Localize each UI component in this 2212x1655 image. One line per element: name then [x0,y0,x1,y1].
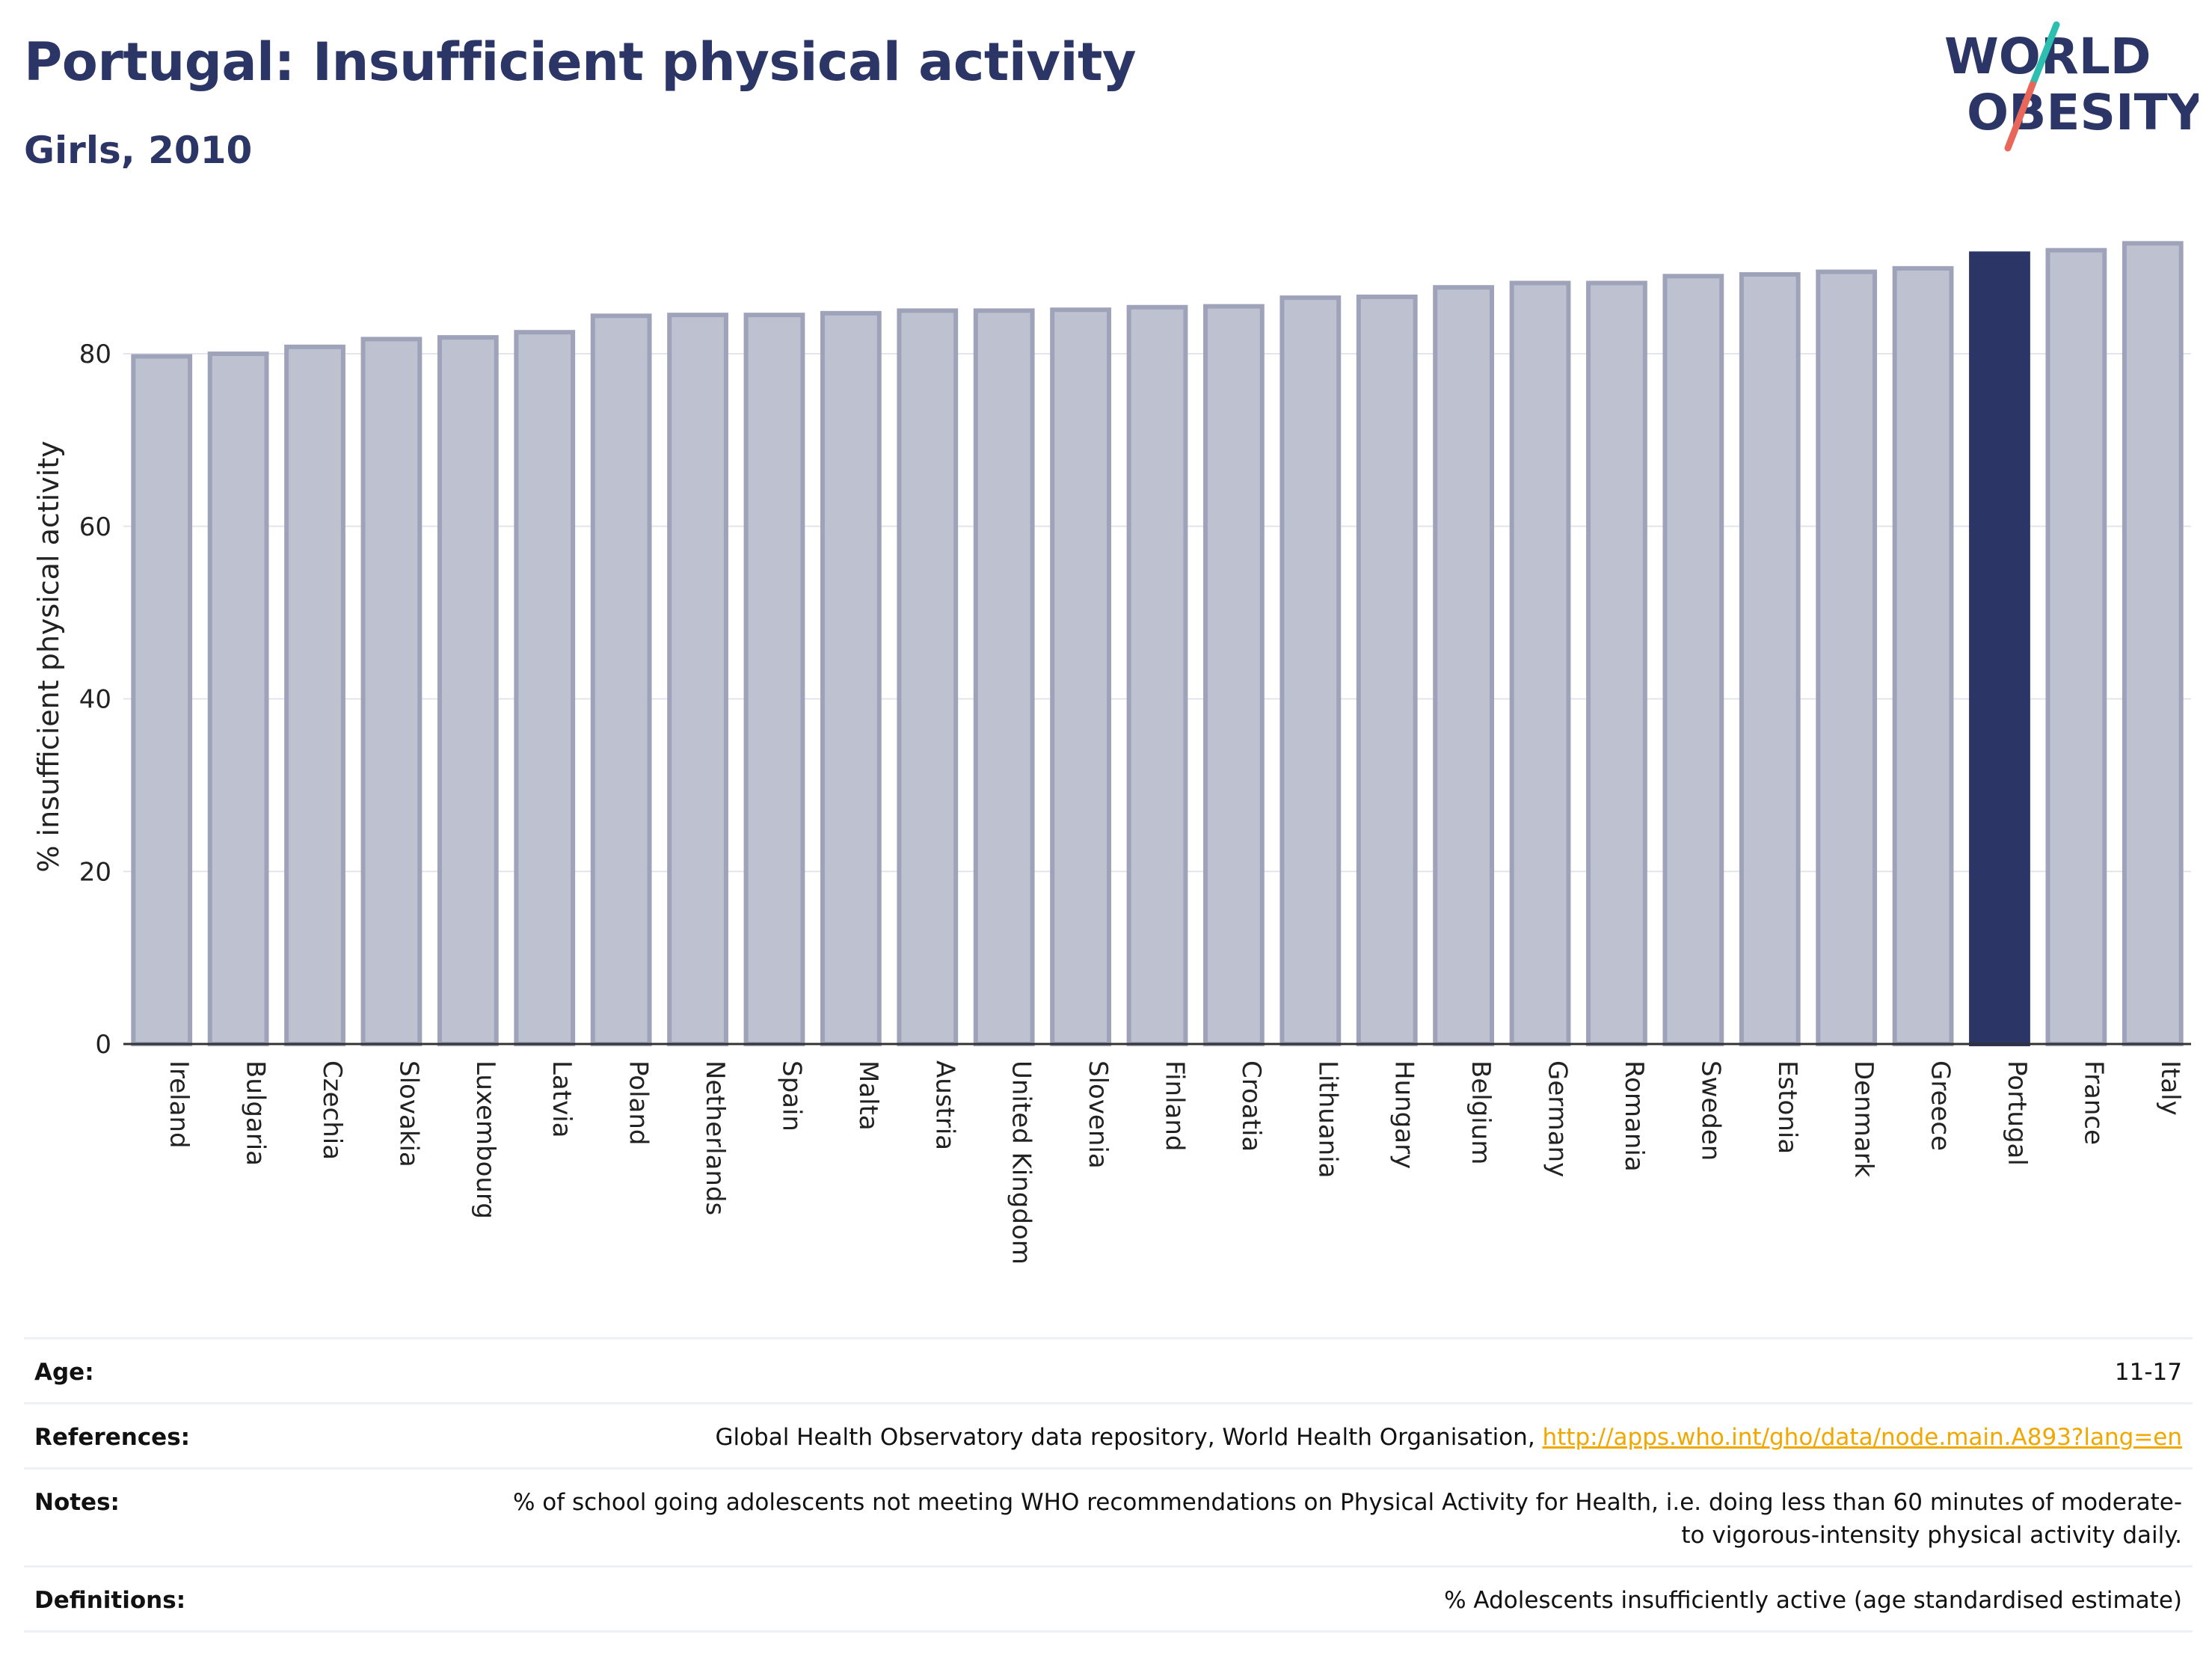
logo-world-text: WORLD [1944,28,2151,85]
info-row-notes: Notes: % of school going adolescents not… [24,1467,2193,1565]
x-tick-label: Luxembourg [470,1060,500,1219]
y-tick-label: 40 [79,685,111,715]
info-row-age: Age: 11-17 [24,1337,2193,1402]
logo-obesity-text: OBESITY [1967,84,2199,141]
x-tick-label: Poland [624,1060,654,1146]
bar-belgium [1433,285,1495,1046]
chart-title: Portugal: Insufficient physical activity [24,31,1137,93]
bar-spain [743,313,805,1046]
bar-chart: 0 20 40 60 80 Ireland Bulgaria Czechia Slovakia… [32,241,2191,1265]
bar-poland [590,313,652,1046]
x-tick-label: Bulgaria [241,1060,271,1166]
x-tick-label: Sweden [1695,1060,1725,1161]
logo-slash-top [2029,21,2060,88]
x-tick-label: Denmark [1849,1060,1878,1178]
bar-bulgaria [207,351,269,1047]
bar-estonia [1739,271,1801,1046]
y-axis-ticks: 0 20 40 60 80 [79,340,111,1060]
x-tick-label: Ireland [164,1060,194,1149]
x-tick-label: Estonia [1772,1060,1802,1154]
x-tick-label: Germany [1543,1060,1573,1177]
bar-sweden [1662,274,1724,1046]
bar-portugal [1969,251,2030,1047]
info-row-definitions: Definitions: % Adolescents insufficientl… [24,1565,2193,1633]
x-tick-label: Czechia [317,1060,347,1160]
bar-malta [820,310,882,1046]
y-tick-label: 60 [79,512,111,542]
age-value: 11-17 [2114,1359,2182,1386]
x-tick-label: Lithuania [1312,1060,1342,1178]
x-tick-label: Greece [1926,1060,1956,1151]
bar-united-kingdom [973,308,1035,1046]
chart-subtitle: Girls, 2010 [24,129,253,172]
x-tick-label: Romania [1619,1060,1649,1172]
x-tick-label: Slovenia [1083,1060,1113,1169]
x-tick-label: Croatia [1236,1060,1266,1152]
bar-hungary [1356,294,1418,1046]
x-tick-label: Italy [2155,1060,2185,1116]
y-tick-label: 80 [79,340,111,369]
bar-luxembourg [437,335,499,1046]
x-tick-label: Malta [853,1060,883,1131]
x-tick-label: United Kingdom [1007,1060,1036,1265]
bar-slovakia [360,337,423,1046]
bar-ireland [131,354,193,1046]
bar-lithuania [1279,295,1342,1046]
x-tick-label: Latvia [547,1060,577,1138]
bar-greece [1892,265,1954,1046]
bar-latvia [514,330,576,1047]
logo-slash-bottom [2004,81,2036,152]
x-tick-label: Hungary [1389,1060,1419,1169]
x-tick-label: France [2078,1060,2108,1145]
y-tick-label: 20 [79,857,111,887]
bars [131,241,2184,1047]
bar-croatia [1203,304,1265,1047]
references-text: Global Health Observatory data repositor… [715,1424,1543,1451]
definitions-value: % Adolescents insufficiently active (age… [1444,1587,2182,1614]
y-tick-label: 0 [95,1030,111,1060]
bar-finland [1126,304,1188,1047]
x-tick-label: Slovakia [393,1060,423,1167]
bar-denmark [1816,269,1878,1046]
x-axis-ticks: Ireland Bulgaria Czechia Slovakia Luxembourg… [164,1060,2185,1265]
references-label: References: [34,1424,191,1451]
bar-austria [897,308,959,1046]
notes-value: % of school going adolescents not meetin… [512,1489,2182,1549]
y-axis-label: % insufficient physical activity [32,440,65,872]
bar-slovenia [1050,307,1111,1046]
bar-germany [1509,280,1571,1047]
bar-italy [2122,241,2184,1046]
info-table: Age: 11-17 References: Global Health Obs… [24,1337,2193,1633]
x-tick-label: Portugal [2002,1060,2032,1166]
x-tick-label: Austria [930,1060,959,1150]
bar-romania [1586,280,1647,1047]
info-row-references: References: Global Health Observatory da… [24,1402,2193,1467]
definitions-label: Definitions: [34,1587,186,1614]
bar-czechia [284,344,345,1046]
x-tick-label: Belgium [1466,1060,1496,1164]
bar-france [2045,248,2107,1047]
age-label: Age: [34,1359,94,1386]
x-tick-label: Netherlands [700,1060,730,1215]
world-obesity-logo: WORLD OBESITY [1944,21,2199,152]
notes-label: Notes: [34,1489,120,1516]
x-tick-label: Finland [1160,1060,1190,1152]
references-link[interactable]: http://apps.who.int/gho/data/node.main.A… [1542,1424,2182,1451]
bar-netherlands [667,313,728,1046]
references-value: Global Health Observatory data repositor… [715,1421,2182,1454]
x-tick-label: Spain [776,1060,806,1132]
